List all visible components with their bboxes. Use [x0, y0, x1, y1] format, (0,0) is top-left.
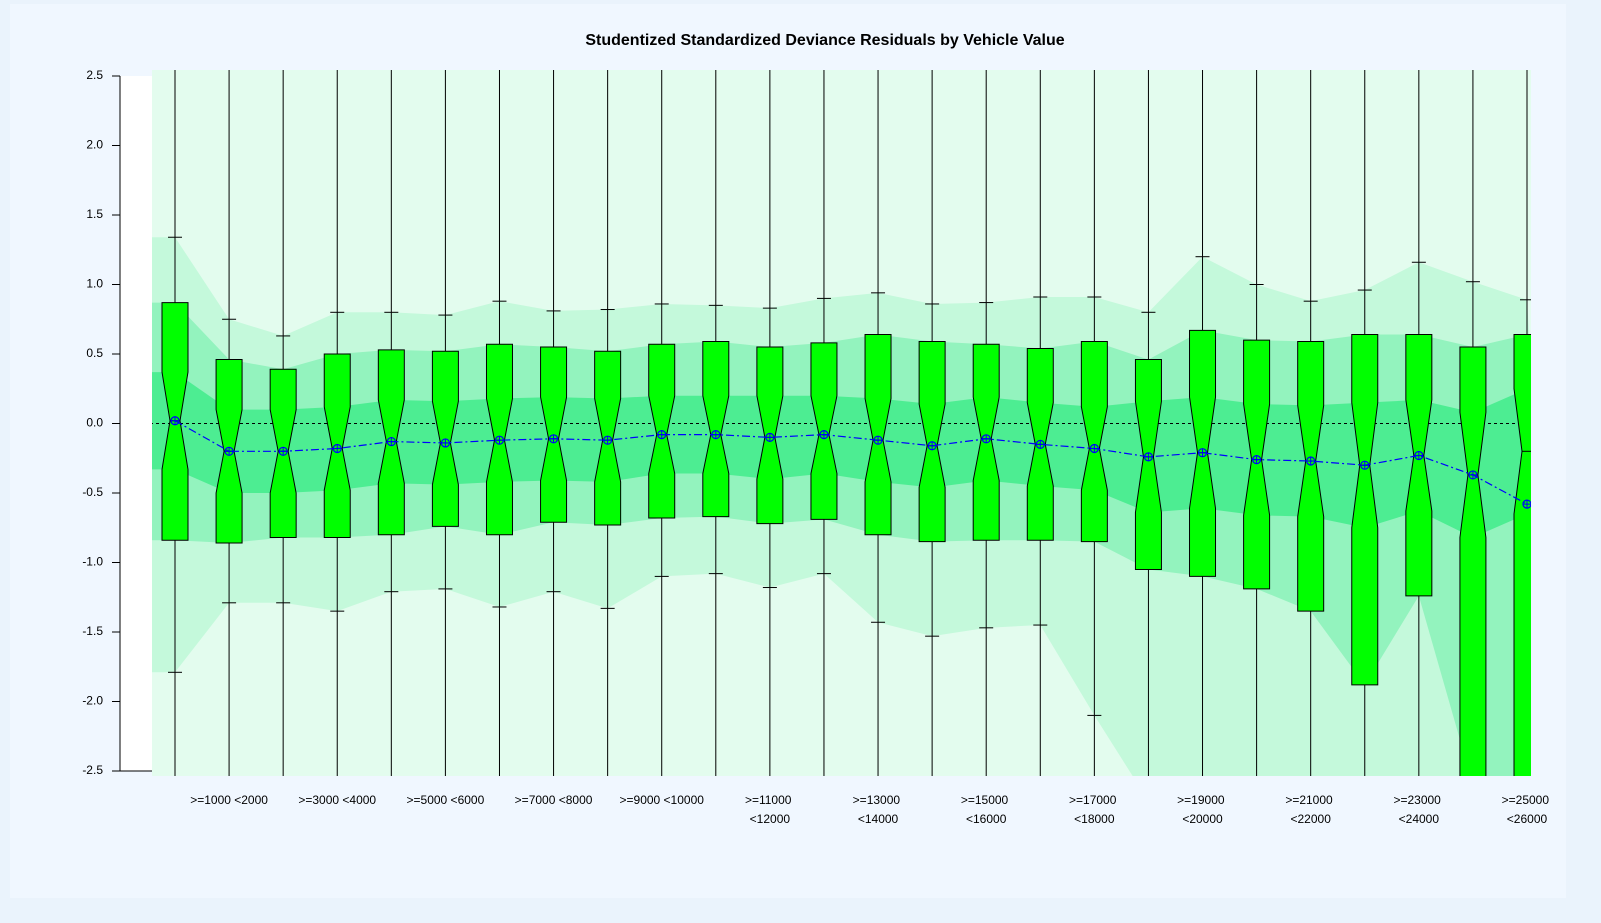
box	[1405, 334, 1433, 597]
x-tick-label: >=5000 <6000	[407, 793, 485, 807]
mean-cross	[549, 434, 558, 443]
mean-marker	[873, 435, 883, 445]
x-tick-label: >=3000 <4000	[298, 793, 376, 807]
x-tick-label: >=13000 <14000	[853, 793, 904, 826]
box	[1080, 340, 1108, 543]
mean-cross	[333, 444, 342, 453]
mean-cross	[1306, 457, 1315, 466]
box	[1243, 339, 1271, 590]
mean-marker	[1522, 499, 1531, 509]
mean-marker	[1035, 439, 1045, 449]
mean-marker	[819, 430, 829, 440]
y-tick-label: 1.5	[86, 207, 103, 221]
mean-marker	[657, 430, 667, 440]
box	[1459, 346, 1487, 776]
x-tick-label: >=25000 <26000	[1502, 793, 1553, 826]
y-tick-label: 2.0	[86, 138, 103, 152]
y-tick-label: -2.0	[82, 694, 103, 708]
box	[1513, 334, 1531, 776]
plot	[152, 70, 1531, 776]
mean-marker	[927, 441, 937, 451]
x-tick-label: >=17000 <18000	[1069, 793, 1120, 826]
y-tick-label: -1.5	[82, 624, 103, 638]
mean-marker	[494, 435, 505, 445]
mean-cross	[279, 447, 288, 456]
x-tick-label: >=11000 <12000	[745, 793, 795, 826]
mean-cross	[495, 436, 504, 445]
box	[702, 340, 730, 518]
x-tick-label: >=15000 <16000	[961, 793, 1012, 826]
mean-marker	[981, 434, 991, 444]
mean-marker	[278, 446, 288, 456]
y-tick-label: 0.0	[86, 416, 103, 430]
mean-marker	[1197, 448, 1208, 458]
mean-cross	[711, 430, 720, 439]
y-tick-label: 2.5	[86, 68, 103, 82]
mean-cross	[1198, 448, 1207, 457]
y-tick-label: 0.5	[86, 346, 103, 360]
mean-cross	[171, 416, 179, 425]
chart-title: Studentized Standardized Deviance Residu…	[585, 32, 1064, 49]
mean-marker	[1089, 443, 1099, 454]
mean-cross	[1523, 500, 1531, 509]
mean-marker	[1251, 455, 1262, 465]
mean-cross	[441, 438, 450, 447]
mean-marker	[1468, 470, 1478, 480]
mean-cross	[1468, 470, 1477, 479]
mean-marker	[1414, 450, 1424, 461]
mean-marker	[1360, 460, 1370, 470]
mean-cross	[982, 434, 991, 443]
box	[1134, 359, 1162, 570]
mean-marker	[548, 434, 559, 444]
mean-marker	[440, 438, 450, 448]
mean-cross	[387, 437, 396, 446]
axes: 2.5 2.0 1.5 1.0 0.5 0.0 -0.5 -1.0 -1.5 -2.0 -2.5 >=…	[82, 68, 1552, 826]
x-tick-label: >=21000 <22000	[1285, 793, 1336, 826]
mean-marker	[170, 416, 180, 426]
mean-marker	[332, 443, 342, 454]
x-tick-label: >=7000 <8000	[515, 793, 593, 807]
box	[1297, 340, 1325, 612]
mean-cross	[819, 430, 828, 439]
mean-marker	[386, 436, 396, 447]
mean-cross	[603, 436, 612, 445]
mean-marker	[603, 435, 613, 445]
mean-cross	[928, 441, 937, 450]
mean-marker	[1306, 456, 1316, 466]
x-tick-label: >=1000 <2000	[190, 793, 268, 807]
mean-cross	[1414, 451, 1423, 460]
y-tick-label: -1.0	[82, 555, 103, 569]
mean-cross	[225, 447, 234, 456]
y-tick-label: -0.5	[82, 485, 103, 499]
mean-cross	[874, 436, 883, 445]
y-tick-label: -2.5	[82, 763, 103, 777]
mean-marker	[1143, 452, 1154, 462]
mean-cross	[765, 433, 774, 442]
mean-cross	[1252, 455, 1261, 464]
x-tick-label: >=9000 <10000	[620, 793, 705, 807]
box	[1351, 334, 1379, 686]
x-tick-label: >=19000 <20000	[1177, 793, 1228, 826]
mean-marker	[224, 446, 234, 456]
box	[864, 334, 892, 536]
mean-cross	[657, 430, 666, 439]
mean-line	[174, 420, 1528, 505]
mean-marker	[711, 430, 721, 440]
mean-cross	[1144, 452, 1153, 461]
mean-marker	[765, 432, 775, 442]
plot-margin	[120, 76, 152, 771]
mean-cross	[1036, 440, 1045, 449]
x-tick-label: >=23000 <24000	[1393, 793, 1444, 826]
y-tick-label: 1.0	[86, 277, 103, 291]
mean-cross	[1360, 461, 1369, 470]
mean-cross	[1090, 444, 1099, 453]
